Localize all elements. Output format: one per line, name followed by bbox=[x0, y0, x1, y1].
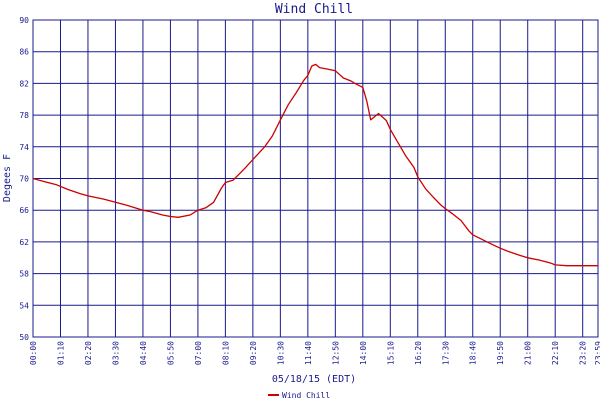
x-tick-label: 07:00 bbox=[194, 341, 203, 365]
x-axis-ticks: 00:00 01:10 02:20 03:30 04:40 05:50 07:00 08:10… bbox=[29, 341, 600, 365]
x-tick-label: 02:20 bbox=[84, 341, 93, 365]
y-tick-label: 78 bbox=[19, 111, 29, 120]
x-tick-label: 09:20 bbox=[249, 341, 258, 365]
y-tick-label: 54 bbox=[19, 301, 29, 310]
x-tick-label: 03:30 bbox=[111, 341, 120, 365]
x-tick-label: 08:10 bbox=[221, 341, 230, 365]
chart-title: Wind Chill bbox=[275, 2, 353, 17]
x-tick-label: 21:00 bbox=[524, 341, 533, 365]
x-tick-label: 18:40 bbox=[469, 341, 478, 365]
x-tick-label: 05:50 bbox=[166, 341, 175, 365]
x-tick-label: 14:00 bbox=[359, 341, 368, 365]
x-tick-label: 10:30 bbox=[276, 341, 285, 365]
y-tick-label: 62 bbox=[19, 238, 29, 247]
series-line-wind-chill bbox=[32, 63, 598, 267]
y-tick-label: 86 bbox=[19, 48, 29, 57]
x-tick-label: 00:00 bbox=[29, 341, 38, 365]
legend-label: Wind Chill bbox=[282, 391, 330, 400]
x-tick-label: 17:30 bbox=[441, 341, 450, 365]
x-tick-label: 04:40 bbox=[139, 341, 148, 365]
grid bbox=[32, 19, 599, 338]
x-tick-label: 16:20 bbox=[414, 341, 423, 365]
x-tick-label: 23:59 bbox=[594, 341, 600, 365]
y-tick-label: 70 bbox=[19, 175, 29, 184]
y-tick-label: 50 bbox=[19, 333, 29, 342]
x-tick-label: 12:50 bbox=[331, 341, 340, 365]
y-axis-ticks: 50 54 58 62 66 70 74 78 82 86 90 bbox=[19, 16, 29, 342]
y-axis-label: Degees F bbox=[2, 154, 13, 202]
x-tick-label: 23:20 bbox=[579, 341, 588, 365]
x-tick-label: 01:10 bbox=[56, 341, 65, 365]
y-tick-label: 66 bbox=[19, 206, 29, 215]
y-tick-label: 82 bbox=[19, 79, 29, 88]
x-tick-label: 22:10 bbox=[551, 341, 560, 365]
series-layer bbox=[32, 63, 598, 267]
x-tick-label: 15:10 bbox=[386, 341, 395, 365]
y-tick-label: 58 bbox=[19, 270, 29, 279]
x-tick-label: 11:40 bbox=[304, 341, 313, 365]
y-tick-label: 90 bbox=[19, 16, 29, 25]
x-tick-label: 19:50 bbox=[496, 341, 505, 365]
x-axis-label: 05/18/15 (EDT) bbox=[272, 374, 356, 385]
legend: Wind Chill bbox=[268, 391, 330, 400]
y-tick-label: 74 bbox=[19, 143, 29, 152]
